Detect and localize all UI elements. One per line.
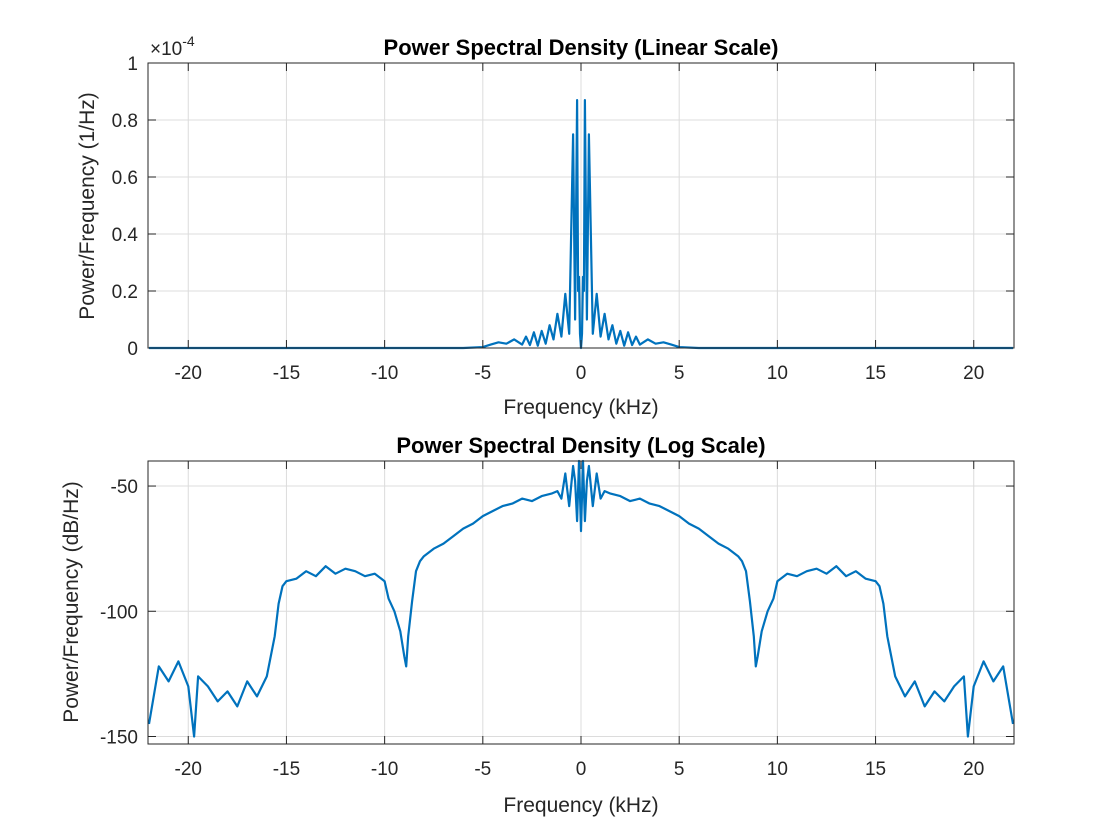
log-plot-x-tick-label: 10: [767, 759, 788, 780]
linear-plot-x-tick-label: 20: [963, 363, 984, 384]
log-plot-x-tick-label: 15: [865, 759, 886, 780]
log-plot-x-tick-label: -5: [474, 759, 491, 780]
log-plot-x-tick-label: -10: [371, 759, 398, 780]
log-plot-x-tick-label: 5: [674, 759, 685, 780]
linear-scale-plot: -20 -15 -10 -5 0 5 10 15 20 0 0.2 0.4 0.6 0.8 1 Power…: [76, 33, 1015, 419]
log-plot-series: [147, 459, 1015, 738]
log-plot-x-ticks: -20 -15 -10 -5 0 5 10 15 20: [175, 461, 984, 780]
linear-plot-x-tick-label: 10: [767, 363, 788, 384]
linear-plot-title: Power Spectral Density (Linear Scale): [384, 35, 779, 60]
linear-plot-x-tick-label: 0: [576, 363, 587, 384]
linear-plot-y-tick-label: 0.6: [112, 168, 138, 189]
linear-plot-x-tick-label: -5: [474, 363, 491, 384]
log-plot-x-tick-label: 0: [576, 759, 587, 780]
exponent-base: ×10: [150, 39, 182, 60]
log-plot-x-tick-label: -20: [175, 759, 202, 780]
exponent-power: -4: [182, 33, 195, 49]
log-plot-y-ticks: -150 -100 -50: [100, 477, 1014, 748]
log-plot-grid: [148, 461, 1014, 744]
log-plot-x-axis-label: Frequency (kHz): [503, 794, 658, 817]
log-plot-y-axis-label: Power/Frequency (dB/Hz): [60, 481, 83, 723]
log-plot-psd-line: [147, 459, 1015, 738]
linear-plot-x-tick-label: 5: [674, 363, 685, 384]
log-plot-y-tick-label: -50: [111, 477, 138, 498]
linear-plot-y-tick-label: 0.2: [112, 282, 138, 303]
linear-plot-y-ticks: 0 0.2 0.4 0.6 0.8 1: [112, 54, 1014, 360]
linear-plot-x-ticks: -20 -15 -10 -5 0 5 10 15 20: [175, 63, 984, 384]
linear-plot-y-tick-label: 1: [127, 54, 138, 75]
log-scale-plot: -20 -15 -10 -5 0 5 10 15 20 -150-100-50 Power Sp…: [60, 433, 1015, 817]
log-plot-title: Power Spectral Density (Log Scale): [396, 433, 765, 458]
linear-plot-x-axis-label: Frequency (kHz): [503, 396, 658, 419]
log-plot-x-tick-label: 20: [963, 759, 984, 780]
log-plot-y-tick-label: -100: [100, 602, 138, 623]
linear-plot-exponent-label: ×10-4: [150, 33, 195, 60]
linear-plot-x-tick-label: 15: [865, 363, 886, 384]
linear-plot-x-tick-label: -10: [371, 363, 398, 384]
linear-plot-x-tick-label: -15: [273, 363, 300, 384]
log-plot-x-tick-label: -15: [273, 759, 300, 780]
linear-plot-y-tick-label: 0: [127, 339, 138, 360]
linear-plot-y-tick-label: 0.4: [112, 225, 139, 246]
log-plot-y-tick-label: -150: [100, 727, 138, 748]
linear-plot-y-axis-label: Power/Frequency (1/Hz): [76, 92, 99, 320]
linear-plot-x-tick-label: -20: [175, 363, 202, 384]
linear-plot-y-tick-label: 0.8: [112, 111, 138, 132]
